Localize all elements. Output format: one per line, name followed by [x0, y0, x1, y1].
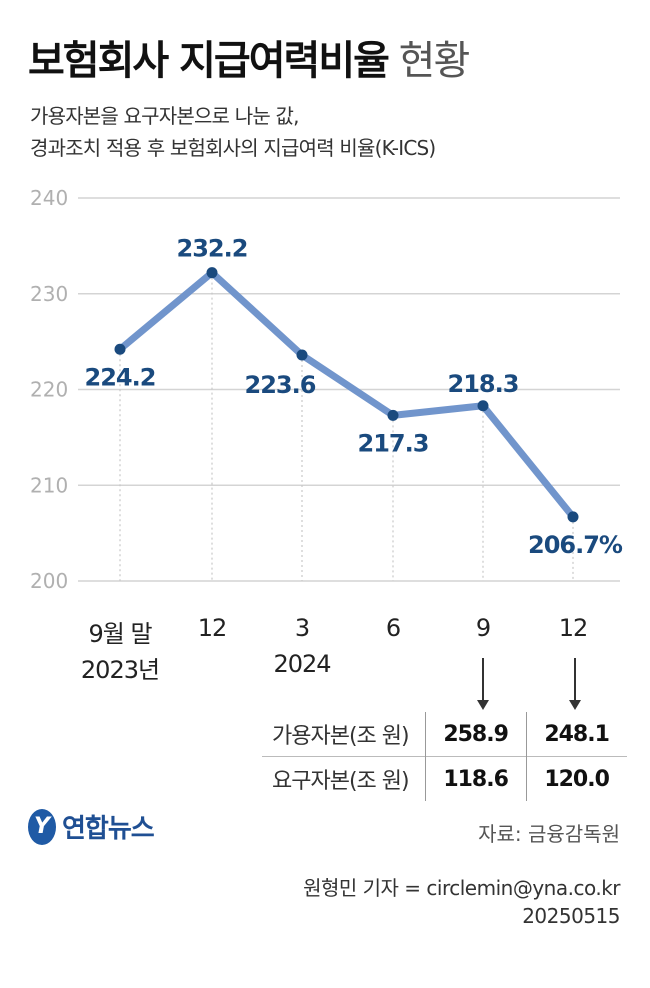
- chart-subtitle: 가용자본을 요구자본으로 나눈 값, 경과조치 적용 후 보험회사의 지급여력 …: [30, 100, 436, 164]
- credit-date: 20250515: [522, 904, 620, 928]
- data-point: [206, 267, 218, 279]
- series-line: [116, 269, 577, 521]
- table-cell: 120.0: [525, 756, 627, 801]
- x-tick-label: 9월 말: [88, 620, 152, 648]
- y-tick-label: 240: [30, 186, 68, 210]
- subtitle-line-2: 경과조치 적용 후 보험회사의 지급여력 비율(K-ICS): [30, 136, 436, 160]
- capital-table: 가용자본(조 원) 258.9 248.1 요구자본(조 원) 118.6 12…: [262, 712, 627, 801]
- data-point: [296, 349, 308, 361]
- x-year-label: 2024: [273, 650, 331, 678]
- data-label: 223.6: [245, 371, 316, 399]
- arrow-down-icon: [569, 658, 581, 710]
- title-main: 보험회사 지급여력비율: [28, 38, 390, 84]
- data-point: [477, 400, 489, 412]
- source-note: 자료: 금융감독원: [478, 822, 620, 846]
- x-tick-label: 9: [475, 614, 491, 642]
- table-cell: 118.6: [424, 756, 527, 801]
- data-point: [114, 343, 126, 355]
- line-chart: 200 210 220 230 240 224.2 232.2 223.6 217.3 218.3…: [30, 186, 624, 593]
- x-tick-label: 12: [197, 614, 228, 642]
- logo-mark-icon: Y: [28, 808, 56, 845]
- data-label: 232.2: [177, 235, 248, 263]
- y-tick-label: 220: [30, 378, 68, 402]
- title-suffix: 현황: [398, 38, 471, 84]
- x-tick-label: 6: [385, 614, 401, 642]
- y-tick-label: 210: [30, 473, 68, 497]
- data-label: 224.2: [85, 363, 156, 391]
- logo-text: 연합뉴스: [62, 814, 155, 844]
- subtitle-line-1: 가용자본을 요구자본으로 나눈 값,: [30, 104, 299, 128]
- y-tick-label: 230: [30, 282, 68, 306]
- credit: 원형민 기자 = circlemin@yna.co.kr 20250515: [303, 874, 620, 930]
- data-label: 217.3: [358, 429, 429, 457]
- x-year-label: 2023년: [80, 656, 160, 684]
- data-label: 218.3: [448, 370, 519, 398]
- data-point: [567, 511, 579, 523]
- row-label: 요구자본(조 원): [262, 756, 426, 801]
- table-cell: 258.9: [424, 712, 527, 757]
- arrow-down-icon: [477, 658, 489, 710]
- table-row: 가용자본(조 원) 258.9 248.1: [262, 712, 627, 757]
- y-tick-label: 200: [30, 569, 68, 593]
- table-row: 요구자본(조 원) 118.6 120.0: [262, 756, 627, 801]
- table-cell: 248.1: [525, 712, 627, 757]
- chart-title: 보험회사 지급여력비율 현황: [28, 28, 471, 86]
- yonhap-logo: Y 연합뉴스: [28, 808, 155, 845]
- x-tick-label: 3: [294, 614, 310, 642]
- data-label: 206.7%: [528, 531, 623, 559]
- data-point: [387, 409, 399, 421]
- row-label: 가용자본(조 원): [272, 724, 410, 749]
- credit-reporter: 원형민 기자 = circlemin@yna.co.kr: [303, 876, 620, 900]
- x-tick-label: 12: [558, 614, 589, 642]
